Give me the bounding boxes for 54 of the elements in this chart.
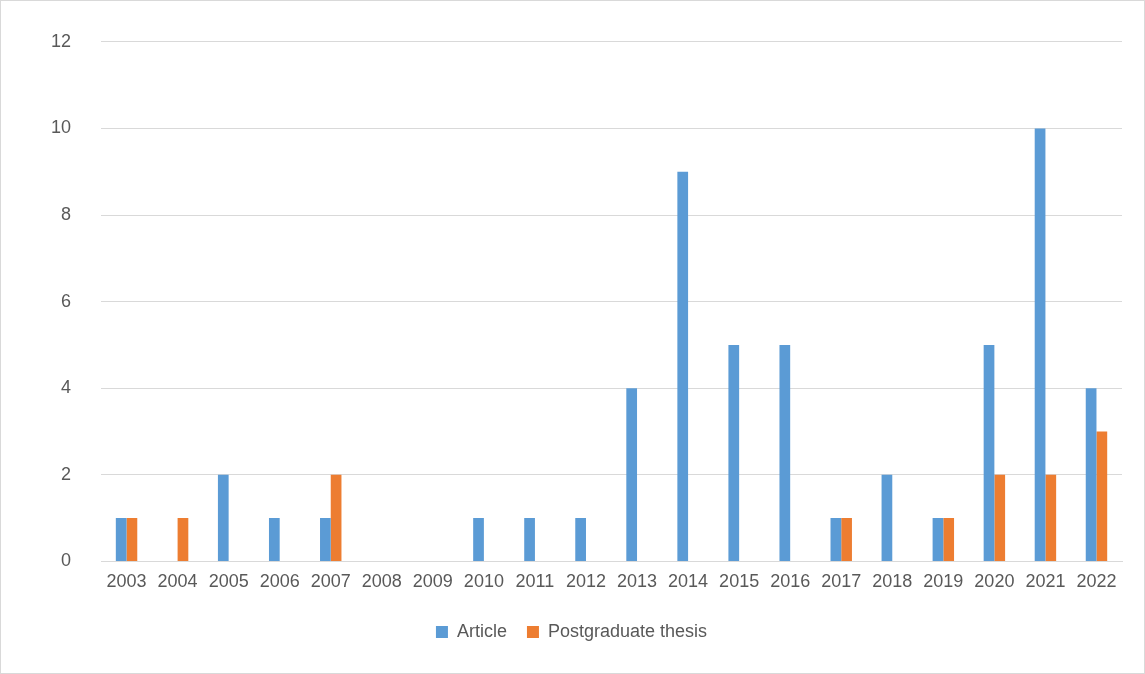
- bar: [575, 518, 586, 561]
- x-tick-label: 2007: [310, 571, 351, 592]
- bar: [1034, 128, 1046, 561]
- y-tick-label: 4: [61, 377, 72, 398]
- x-tick-label: 2005: [208, 571, 249, 592]
- bar: [626, 388, 638, 561]
- bar: [728, 344, 740, 561]
- y-tick-label: 6: [61, 290, 72, 311]
- x-tick-label: 2018: [872, 571, 913, 592]
- x-tick-label: 2022: [1076, 571, 1117, 592]
- bar: [268, 518, 280, 561]
- x-tick-label: 2008: [361, 571, 402, 592]
- bar: [177, 518, 189, 561]
- bar: [524, 518, 535, 561]
- bar: [830, 518, 842, 561]
- bar: [217, 474, 229, 561]
- bar: [943, 518, 955, 561]
- x-tick-label: 2015: [719, 571, 760, 592]
- x-tick-label: 2006: [259, 571, 300, 592]
- x-tick-label: 2003: [106, 571, 147, 592]
- x-tick-label: 2020: [974, 571, 1015, 592]
- y-tick-label: 10: [50, 117, 72, 138]
- x-tick-label: 2012: [565, 571, 607, 592]
- bar: [1096, 431, 1108, 561]
- y-tick-label: 0: [61, 550, 72, 571]
- bar: [320, 518, 331, 561]
- x-tick-label: 2010: [463, 571, 504, 592]
- bar: [881, 474, 893, 561]
- bar: [779, 344, 791, 561]
- y-tick-label: 12: [50, 30, 72, 51]
- bar: [1085, 388, 1097, 561]
- bar: [994, 474, 1006, 561]
- x-tick-label: 2017: [821, 571, 862, 592]
- x-tick-label: 2009: [412, 571, 453, 592]
- x-tick-label: 2019: [923, 571, 964, 592]
- bar: [330, 474, 342, 561]
- x-tick-label: 2004: [157, 571, 198, 592]
- x-tick-label: 2011: [515, 571, 555, 592]
- bar: [115, 518, 127, 561]
- x-tick-label: 2014: [668, 571, 709, 592]
- bar: [473, 518, 484, 561]
- bar: [126, 518, 138, 561]
- x-tick-label: 2016: [770, 571, 811, 592]
- y-tick-label: 8: [61, 203, 72, 224]
- x-tick-label: 2013: [617, 571, 658, 592]
- bar: [1045, 474, 1057, 561]
- bar: [932, 518, 944, 561]
- legend-label: Article: [456, 620, 507, 641]
- x-tick-label: 2021: [1025, 571, 1066, 592]
- bar: [841, 518, 852, 561]
- bar: [983, 344, 995, 561]
- bar: [677, 171, 689, 561]
- y-tick-label: 2: [61, 463, 72, 484]
- legend-label: Postgraduate thesis: [547, 620, 708, 641]
